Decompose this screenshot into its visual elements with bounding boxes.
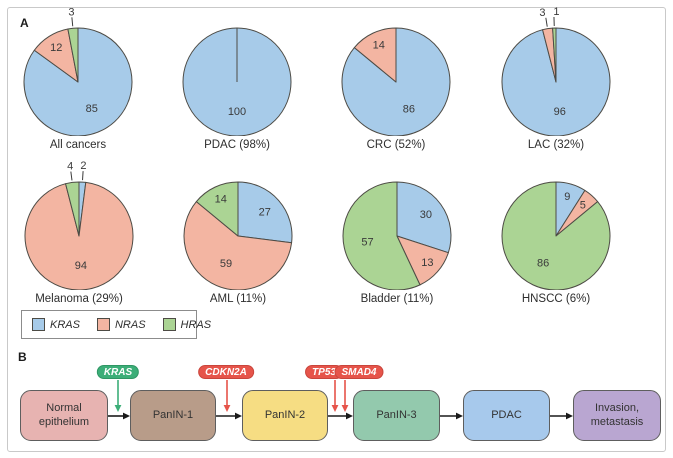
- pie-leader-line: [82, 171, 84, 181]
- legend-label-nras: NRAS: [114, 318, 146, 331]
- flow-arrow-2: [328, 412, 353, 420]
- pie-slice-kras: [396, 181, 452, 254]
- pie-slice-hras: [552, 27, 557, 83]
- pie-melanoma-29: 94 2 4 Melanoma (29%): [0, 160, 158, 305]
- flow-box-panin-1: PanIN-1: [130, 390, 216, 441]
- pie-caption-aml-11: AML (11%): [209, 293, 267, 305]
- pie-caption-hnscc-6: HNSCC (6%): [521, 293, 591, 305]
- legend-label-kras: KRAS: [50, 318, 80, 331]
- legend-item-hras: HRAS: [162, 318, 212, 331]
- legend-swatch-kras: [32, 318, 45, 331]
- legend-swatch-hras: [162, 318, 176, 331]
- pie-caption-all-cancers: All cancers: [49, 139, 107, 151]
- pie-svg-lac-32: 96 3 1: [501, 6, 611, 136]
- pie-svg-crc-52: 86 14: [341, 27, 451, 136]
- pie-all-cancers: 85 12 3 All cancers: [0, 6, 157, 151]
- pie-slice-hras: [501, 181, 611, 290]
- gene-badge-smad4: SMAD4: [334, 365, 384, 379]
- pie-svg-all-cancers: 85 12 3: [23, 6, 133, 136]
- pie-value-hras: 57: [361, 237, 373, 249]
- pie-crc-52: 86 14 CRC (52%): [317, 6, 475, 151]
- gene-badge-kras: KRAS: [96, 365, 140, 379]
- pie-value-nras: 3: [539, 7, 545, 19]
- flow-box-pdac: PDAC: [463, 390, 550, 441]
- gene-badge-cdkn2a: CDKN2A: [198, 365, 254, 379]
- pie-hnscc-6: 9 5 86 HNSCC (6%): [477, 160, 635, 305]
- badge-arrow-tp53: [331, 380, 339, 412]
- pie-value-nras: 5: [580, 200, 586, 212]
- ras-gene-legend: KRAS NRAS HRAS: [21, 310, 211, 339]
- pie-slice-hras: [342, 181, 421, 290]
- legend-label-hras: HRAS: [180, 318, 212, 331]
- pie-value-nras: 94: [75, 260, 87, 272]
- pie-value-kras: 96: [554, 106, 566, 118]
- pie-slice-hras: [195, 181, 239, 237]
- pie-caption-pdac-98: PDAC (98%): [204, 139, 270, 151]
- pie-value-nras: 14: [373, 39, 385, 51]
- pie-value-hras: 86: [537, 257, 549, 269]
- pie-value-kras: 2: [80, 160, 86, 172]
- pie-value-nras: 12: [50, 42, 62, 54]
- pie-leader-line: [70, 171, 73, 181]
- pie-value-kras: 30: [420, 209, 432, 221]
- pie-caption-melanoma-29: Melanoma (29%): [35, 293, 123, 305]
- pie-value-hras: 14: [215, 193, 227, 205]
- pie-bladder-11: 30 13 57 Bladder (11%): [318, 160, 476, 305]
- badge-arrow-cdkn2a: [223, 380, 231, 412]
- pie-slice-hras: [67, 27, 79, 83]
- pie-caption-bladder-11: Bladder (11%): [360, 293, 434, 305]
- legend-item-kras: KRAS: [32, 318, 80, 331]
- flow-arrow-1: [216, 412, 242, 420]
- flow-arrow-3: [440, 412, 463, 420]
- gene-badge-tp53: TP53: [305, 365, 343, 379]
- pie-value-hras: 1: [553, 6, 559, 18]
- pie-value-kras: 27: [259, 206, 271, 218]
- pie-leader-line: [545, 17, 548, 27]
- badge-arrow-smad4: [341, 380, 349, 412]
- pie-slice-kras: [237, 181, 293, 244]
- pie-slice-nras: [353, 27, 397, 83]
- pie-value-nras: 59: [220, 258, 232, 270]
- legend-swatch-nras: [96, 318, 110, 331]
- pie-pdac-98: 100 PDAC (98%): [158, 6, 316, 151]
- pie-value-hras: 3: [68, 6, 74, 18]
- flow-box-invasion-metastasis: Invasion, metastasis: [573, 390, 661, 441]
- panel-a-label: A: [20, 16, 29, 30]
- pie-aml-11: 27 59 14 AML (11%): [159, 160, 317, 305]
- flow-arrow-4: [550, 412, 573, 420]
- badge-arrow-kras: [114, 380, 122, 412]
- pie-value-nras: 13: [421, 257, 433, 269]
- pie-value-hras: 4: [67, 161, 73, 173]
- pie-svg-hnscc-6: 95 86: [501, 181, 611, 290]
- panel-b-label: B: [18, 350, 27, 364]
- pie-svg-pdac-98: 100: [182, 27, 292, 136]
- pie-value-kras: 86: [403, 103, 415, 115]
- pie-caption-lac-32: LAC (32%): [527, 139, 585, 151]
- pie-svg-aml-11: 27 59 14: [183, 181, 293, 290]
- pie-value-kras: 85: [86, 103, 98, 115]
- legend-item-nras: NRAS: [96, 318, 146, 331]
- pie-value-kras: 9: [564, 191, 570, 203]
- pie-slice-hras: [65, 181, 80, 237]
- pie-caption-crc-52: CRC (52%): [366, 139, 426, 151]
- pie-slice-nras: [183, 201, 293, 290]
- flow-box-panin-3: PanIN-3: [353, 390, 440, 441]
- pie-svg-melanoma-29: 94 24: [24, 160, 134, 290]
- pie-value-kras: 100: [228, 106, 246, 118]
- flow-box-panin-2: PanIN-2: [242, 390, 328, 441]
- flow-box-normal-epithelium: Normal epithelium: [20, 390, 108, 441]
- pie-lac-32: 96 3 1 LAC (32%): [477, 6, 635, 151]
- flow-arrow-0: [108, 412, 130, 420]
- pie-leader-line: [71, 17, 74, 27]
- pie-svg-bladder-11: 30 13 57: [342, 181, 452, 290]
